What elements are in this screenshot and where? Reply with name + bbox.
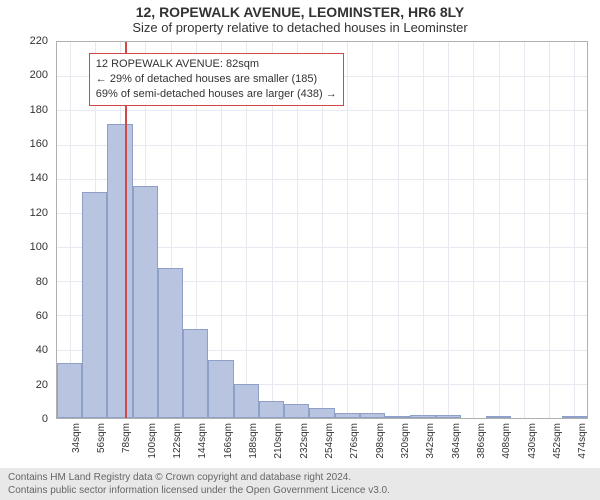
x-tick-label: 342sqm — [425, 423, 436, 465]
histogram-bar — [183, 329, 208, 418]
x-tick-label: 56sqm — [96, 423, 107, 465]
histogram-bar — [284, 404, 309, 418]
info-line-1: 12 ROPEWALK AVENUE: 82sqm — [96, 57, 337, 72]
x-tick-label: 78sqm — [121, 423, 132, 465]
gridline-v — [398, 42, 399, 418]
x-tick-label: 452sqm — [552, 423, 563, 465]
y-tick-label: 160 — [16, 138, 48, 150]
x-tick-label: 320sqm — [400, 423, 411, 465]
y-tick-label: 180 — [16, 104, 48, 116]
histogram-bar — [82, 192, 107, 418]
histogram-bar — [562, 416, 587, 418]
x-tick-label: 188sqm — [248, 423, 259, 465]
gridline-v — [524, 42, 525, 418]
y-tick-label: 220 — [16, 35, 48, 47]
gridline-v — [70, 42, 71, 418]
x-tick-label: 144sqm — [197, 423, 208, 465]
chart-title-main: 12, ROPEWALK AVENUE, LEOMINSTER, HR6 8LY — [0, 0, 600, 20]
gridline-v — [574, 42, 575, 418]
x-tick-label: 364sqm — [451, 423, 462, 465]
gridline-v — [423, 42, 424, 418]
x-tick-label: 276sqm — [349, 423, 360, 465]
x-tick-label: 122sqm — [172, 423, 183, 465]
histogram-bar — [360, 413, 385, 418]
histogram-bar — [208, 360, 233, 418]
gridline-v — [347, 42, 348, 418]
histogram-bar — [234, 384, 259, 418]
footer-attribution: Contains HM Land Registry data © Crown c… — [0, 468, 600, 500]
histogram-bar — [385, 416, 410, 418]
gridline-v — [448, 42, 449, 418]
x-tick-label: 408sqm — [501, 423, 512, 465]
gridline-v — [372, 42, 373, 418]
marker-info-box: 12 ROPEWALK AVENUE: 82sqm ← 29% of detac… — [89, 53, 344, 106]
x-tick-label: 210sqm — [273, 423, 284, 465]
y-tick-label: 20 — [16, 379, 48, 391]
chart-container: Number of detached properties 12 ROPEWAL… — [56, 41, 588, 419]
x-tick-label: 166sqm — [223, 423, 234, 465]
footer-line-2: Contains public sector information licen… — [8, 484, 592, 497]
histogram-bar — [107, 124, 132, 418]
y-tick-label: 120 — [16, 207, 48, 219]
histogram-bar — [486, 416, 511, 418]
y-tick-label: 60 — [16, 310, 48, 322]
x-tick-label: 34sqm — [71, 423, 82, 465]
x-tick-label: 386sqm — [476, 423, 487, 465]
gridline-v — [549, 42, 550, 418]
y-tick-label: 0 — [16, 413, 48, 425]
x-tick-label: 474sqm — [577, 423, 588, 465]
y-tick-label: 140 — [16, 172, 48, 184]
plot-area: 12 ROPEWALK AVENUE: 82sqm ← 29% of detac… — [56, 41, 588, 419]
histogram-bar — [133, 186, 158, 418]
x-tick-label: 254sqm — [324, 423, 335, 465]
histogram-bar — [57, 363, 82, 418]
info-line-2: ← 29% of detached houses are smaller (18… — [96, 72, 337, 87]
x-tick-label: 430sqm — [527, 423, 538, 465]
x-tick-label: 298sqm — [375, 423, 386, 465]
x-tick-label: 100sqm — [147, 423, 158, 465]
gridline-v — [473, 42, 474, 418]
footer-line-1: Contains HM Land Registry data © Crown c… — [8, 471, 592, 484]
histogram-bar — [158, 268, 183, 418]
info-line-3: 69% of semi-detached houses are larger (… — [96, 87, 337, 102]
histogram-bar — [259, 401, 284, 418]
chart-title-sub: Size of property relative to detached ho… — [0, 20, 600, 41]
gridline-v — [499, 42, 500, 418]
histogram-bar — [410, 415, 435, 418]
y-tick-label: 80 — [16, 276, 48, 288]
histogram-bar — [436, 415, 461, 418]
x-tick-label: 232sqm — [299, 423, 310, 465]
y-tick-label: 40 — [16, 344, 48, 356]
histogram-bar — [335, 413, 360, 418]
y-tick-label: 200 — [16, 69, 48, 81]
histogram-bar — [309, 408, 334, 418]
y-tick-label: 100 — [16, 241, 48, 253]
